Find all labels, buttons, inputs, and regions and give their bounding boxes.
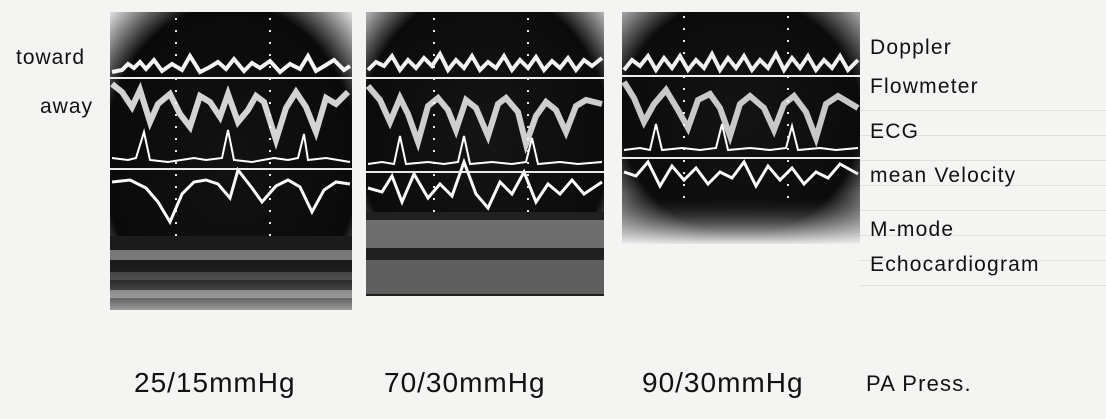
toward-label: toward	[16, 46, 86, 69]
doppler-label: Doppler	[870, 36, 952, 59]
flowmeter-label: Flowmeter	[870, 75, 979, 98]
m-mode-label: M-mode	[870, 218, 955, 241]
pressure-label-2: 70/30mmHg	[384, 367, 546, 398]
doppler-panel-2-image	[366, 12, 604, 296]
bleed-through-table	[860, 110, 1106, 350]
ecg-label: ECG	[870, 120, 920, 143]
doppler-panel-1	[110, 12, 352, 310]
pressure-label-1: 25/15mmHg	[134, 367, 296, 398]
doppler-panel-3	[622, 12, 860, 244]
pa-press-label: PA Press.	[866, 371, 972, 396]
pressure-label-3: 90/30mmHg	[642, 367, 804, 398]
doppler-panel-3-image	[622, 12, 860, 244]
echocardiogram-label: Echocardiogram	[870, 253, 1040, 276]
doppler-panel-1-image	[110, 12, 352, 310]
mean-velocity-label: mean Velocity	[870, 164, 1017, 187]
away-label: away	[40, 95, 94, 118]
doppler-panel-2	[366, 12, 604, 296]
